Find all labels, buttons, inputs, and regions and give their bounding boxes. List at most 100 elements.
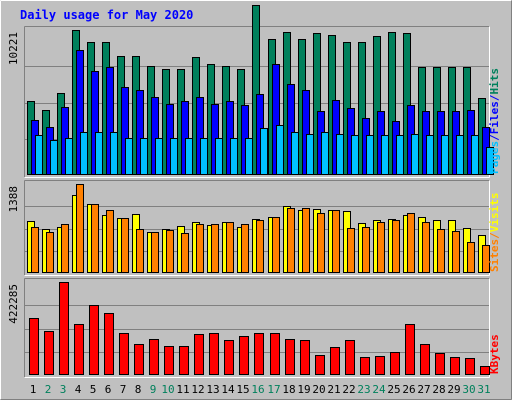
- scale-label-hits: 10221: [7, 32, 20, 65]
- bar-pages-day-27: Pages 27: 2800: [426, 135, 434, 175]
- bar-pages-day-7: Pages 7: 2600: [125, 138, 133, 175]
- bar-sites-day-26: Sites 26: 930: [407, 213, 415, 273]
- bar-pages-day-23: Pages 23: 2800: [366, 135, 374, 175]
- bar-sites-day-11: Sites 11: 630: [181, 233, 189, 273]
- legend-visits: Sites/Visits: [488, 193, 501, 273]
- bar-pages-day-15: Pages 15: 2600: [245, 138, 253, 175]
- x-tick-label: 25: [387, 383, 400, 396]
- bar-pages-day-11: Pages 11: 2600: [185, 138, 193, 175]
- bar-pages-day-12: Pages 12: 2600: [200, 138, 208, 175]
- x-tick-label: 3: [60, 383, 67, 396]
- legend-item: KBytes: [488, 334, 501, 374]
- x-tick-label: 26: [402, 383, 415, 396]
- legend-hits: Pages/Files/Hits: [488, 68, 501, 174]
- bar-kbytes-day-22: KBytes 22: 160000: [345, 340, 355, 375]
- bar-kbytes-day-28: KBytes 28: 100000: [435, 353, 445, 375]
- x-tick-label: 7: [120, 383, 127, 396]
- bar-kbytes-day-30: KBytes 30: 75000: [465, 358, 475, 375]
- bar-sites-day-19: Sites 19: 1020: [302, 208, 310, 273]
- x-tick-label: 1: [30, 383, 37, 396]
- bar-kbytes-day-24: KBytes 24: 85000: [375, 356, 385, 375]
- bar-sites-day-24: Sites 24: 800: [377, 222, 385, 273]
- bar-pages-day-25: Pages 25: 2800: [396, 135, 404, 175]
- legend-item: Hits: [488, 68, 501, 95]
- x-axis-day-labels: 1 2 3 4 5 6 7 8 9 10 11 12 13 14 15 16 17 18 19 20 21 22 23 24 2…: [30, 383, 491, 396]
- bar-sites-day-25: Sites 25: 830: [392, 220, 400, 273]
- bar-sites-day-29: Sites 29: 650: [452, 231, 460, 273]
- bar-sites-day-2: Sites 2: 640: [46, 232, 54, 273]
- bar-kbytes-day-19: KBytes 19: 160000: [300, 340, 310, 375]
- bar-sites-day-6: Sites 6: 980: [106, 210, 114, 273]
- bar-sites-day-9: Sites 9: 640: [151, 232, 159, 273]
- bar-pages-day-14: Pages 14: 2600: [230, 138, 238, 175]
- bar-pages-day-9: Pages 9: 2600: [155, 138, 163, 175]
- x-tick-label: 17: [267, 383, 280, 396]
- bar-pages-day-30: Pages 30: 2800: [471, 135, 479, 175]
- bar-pages-day-20: Pages 20: 3000: [321, 132, 329, 175]
- bar-pages-day-10: Pages 10: 2600: [170, 138, 178, 175]
- bar-pages-day-26: Pages 26: 2900: [411, 134, 419, 175]
- bar-sites-day-27: Sites 27: 800: [422, 222, 430, 273]
- bar-pages-day-31: Pages 31: 2000: [486, 147, 494, 175]
- bar-sites-day-31: Sites 31: 430: [482, 245, 490, 273]
- bar-kbytes-day-8: KBytes 8: 140000: [134, 344, 144, 375]
- x-tick-label: 6: [105, 383, 112, 396]
- x-tick-label: 9: [150, 383, 157, 396]
- x-tick-label: 22: [342, 383, 355, 396]
- x-tick-label: 14: [221, 383, 235, 396]
- x-tick-label: 12: [191, 383, 204, 396]
- x-tick-label: 13: [206, 383, 219, 396]
- bar-sites-day-21: Sites 21: 980: [332, 210, 340, 273]
- chart-title: Daily usage for May 2020: [20, 8, 193, 22]
- x-tick-label: 4: [75, 383, 82, 396]
- scale-label-kbytes: 422285: [7, 284, 20, 324]
- bar-kbytes-day-3: KBytes 3: 422285: [59, 282, 69, 375]
- bar-sites-day-7: Sites 7: 850: [121, 218, 129, 273]
- bar-pages-day-4: Pages 4: 3000: [80, 132, 88, 175]
- bar-kbytes-day-1: KBytes 1: 260000: [29, 318, 39, 375]
- bar-kbytes-day-16: KBytes 16: 190000: [254, 333, 264, 375]
- panel-hits: 10221Hits 1: 5200Hits 2: 4600Hits 3: 580…: [7, 5, 501, 178]
- bar-pages-day-29: Pages 29: 2800: [456, 135, 464, 175]
- x-tick-label: 8: [135, 383, 142, 396]
- x-tick-label: 5: [90, 383, 97, 396]
- x-tick-label: 21: [327, 383, 340, 396]
- legend-item: Files: [488, 101, 501, 134]
- x-tick-label: 2: [45, 383, 52, 396]
- x-tick-label: 15: [236, 383, 249, 396]
- bar-pages-day-3: Pages 3: 2600: [65, 138, 73, 175]
- legend-kbytes: KBytes: [488, 334, 501, 374]
- scale-label-visits: 1388: [7, 186, 20, 213]
- bar-pages-day-19: Pages 19: 2900: [306, 134, 314, 175]
- bar-kbytes-day-9: KBytes 9: 165000: [149, 339, 159, 375]
- x-tick-label: 27: [417, 383, 430, 396]
- bar-sites-day-8: Sites 8: 680: [136, 229, 144, 273]
- bar-pages-day-28: Pages 28: 2800: [441, 135, 449, 175]
- bar-sites-day-5: Sites 5: 1080: [91, 204, 99, 273]
- x-tick-label: 16: [251, 383, 264, 396]
- bar-pages-day-18: Pages 18: 3000: [291, 132, 299, 175]
- bar-pages-day-2: Pages 2: 2500: [50, 140, 58, 175]
- bar-sites-day-30: Sites 30: 480: [467, 242, 475, 273]
- bar-pages-day-16: Pages 16: 3300: [260, 128, 268, 175]
- bar-kbytes-day-7: KBytes 7: 190000: [119, 333, 129, 375]
- bar-kbytes-day-2: KBytes 2: 200000: [44, 331, 54, 375]
- x-tick-label: 28: [432, 383, 445, 396]
- bar-sites-day-18: Sites 18: 1010: [287, 208, 295, 273]
- bar-sites-day-13: Sites 13: 760: [211, 224, 219, 273]
- x-tick-label: 20: [312, 383, 325, 396]
- bar-pages-day-1: Pages 1: 2800: [35, 135, 43, 175]
- bar-sites-day-23: Sites 23: 720: [362, 227, 370, 273]
- bar-kbytes-day-21: KBytes 21: 125000: [330, 347, 340, 375]
- x-tick-label: 10: [161, 383, 174, 396]
- bar-kbytes-day-12: KBytes 12: 185000: [194, 334, 204, 375]
- x-tick-label: 30: [462, 383, 475, 396]
- bar-kbytes-day-23: KBytes 23: 80000: [360, 357, 370, 375]
- bar-kbytes-day-13: KBytes 13: 190000: [209, 333, 219, 375]
- bar-pages-day-6: Pages 6: 3000: [110, 132, 118, 175]
- legend-item: /: [488, 94, 501, 101]
- bar-pages-day-5: Pages 5: 3000: [95, 132, 103, 175]
- bar-sites-day-10: Sites 10: 670: [166, 230, 174, 273]
- x-tick-label: 19: [297, 383, 310, 396]
- bar-sites-day-1: Sites 1: 720: [31, 227, 39, 273]
